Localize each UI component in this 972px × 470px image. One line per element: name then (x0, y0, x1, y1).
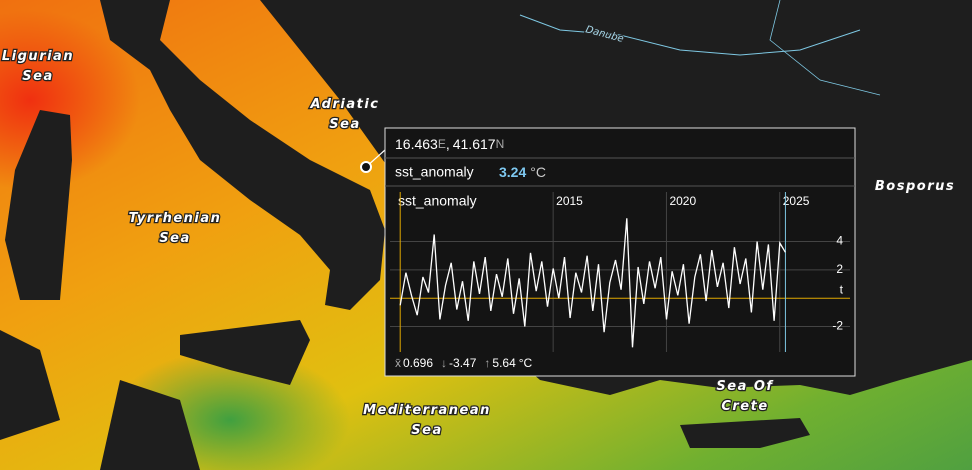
river (519, 14, 861, 56)
reading-unit: °C (530, 164, 546, 180)
stat-symbol: ↓ (441, 356, 447, 370)
stat-symbol: x̄ (395, 356, 401, 370)
y-tick-label: 2 (836, 262, 843, 276)
x-tick-label: 2015 (556, 194, 583, 208)
lon-dir: E (438, 137, 446, 151)
stats: x̄ 0.696 ↓ -3.47 ↑ 5.64 °C (395, 356, 533, 370)
series-line (399, 218, 786, 348)
sea-label: Ligurian (2, 49, 74, 64)
lon: 16.463 (395, 136, 438, 152)
sea-label: Tyrrhenian (129, 211, 222, 226)
lat-dir: N (496, 137, 505, 151)
coords: 16.463E, 41.617N (395, 136, 504, 152)
reading-value: 3.24 (499, 164, 526, 180)
border (769, 0, 881, 96)
stat-value: -3.47 (449, 356, 477, 370)
sea-label: Sea (411, 423, 442, 438)
sea-label: Adriatic (310, 97, 380, 112)
chart-title: sst_anomaly (398, 193, 477, 209)
stat-value: 5.64 (492, 356, 516, 370)
sea-label: Sea (329, 117, 360, 132)
sea-label: Sea Of (716, 379, 774, 394)
y-tick-label: -2 (832, 319, 843, 333)
y-tick-label: 4 (836, 234, 843, 248)
sea-label: Bosporus (875, 179, 955, 194)
sea-label: Sea (159, 231, 190, 246)
y-tick-label: t (840, 282, 844, 296)
reading: 3.24 °C (499, 164, 546, 180)
stat-symbol: ↑ (484, 356, 490, 370)
popup-box (384, 127, 856, 377)
lat: 41.617 (453, 136, 496, 152)
stat-unit: °C (519, 356, 533, 370)
chart: sst_anomaly 2015 2020 2025 4 2 t -2 (390, 192, 850, 352)
sea-label: Crete (721, 399, 768, 414)
variable: sst_anomaly (395, 164, 474, 180)
sea-label: Sea (22, 69, 53, 84)
stat-value: 0.696 (403, 356, 433, 370)
map-labels: Ligurian Sea Adriatic Sea Tyrrhenian Sea Medit… (1, 48, 955, 440)
popup: 16.463E, 41.617N sst_anomaly 3.24 °C sst_a… (384, 127, 856, 377)
pointer (360, 161, 372, 173)
x-tick-label: 2020 (669, 194, 696, 208)
sea-label: Mediterranean (363, 403, 491, 418)
sep: , (446, 136, 450, 152)
x-tick-label: 2025 (783, 194, 810, 208)
